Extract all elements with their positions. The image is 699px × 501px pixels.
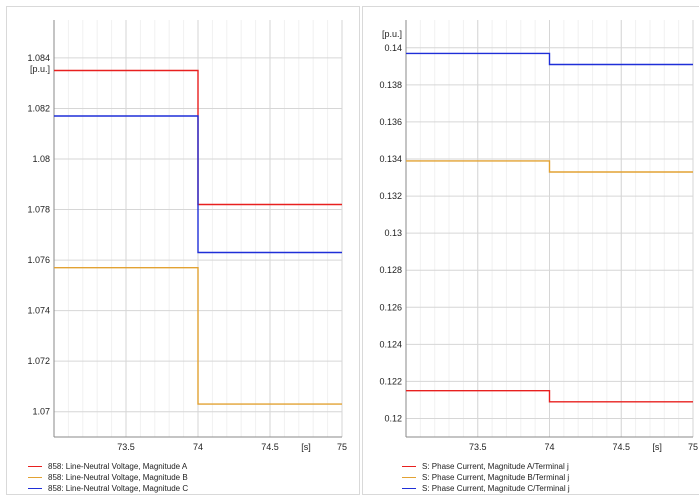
series-line-2 xyxy=(54,267,342,405)
legend-label: 858: Line-Neutral Voltage, Magnitude C xyxy=(48,484,189,493)
x-tick-label: 74.5 xyxy=(612,442,630,452)
legend-swatch xyxy=(402,477,416,478)
legend-item: 858: Line-Neutral Voltage, Magnitude C xyxy=(28,483,188,494)
legend-item: S: Phase Current, Magnitude C/Terminal j xyxy=(402,483,570,494)
legend-item: S: Phase Current, Magnitude B/Terminal j xyxy=(402,472,570,483)
legend-label: S: Phase Current, Magnitude B/Terminal j xyxy=(422,473,570,482)
y-tick-label: 0.14 xyxy=(384,43,402,53)
y-tick-label: 0.138 xyxy=(379,80,402,90)
series-line-1 xyxy=(406,390,693,403)
y-tick-label: 1.076 xyxy=(27,255,50,265)
y-tick-label: 0.136 xyxy=(379,117,402,127)
y-tick-label: 0.132 xyxy=(379,191,402,201)
series-line-2 xyxy=(406,160,693,173)
x-unit-label: [s] xyxy=(301,442,311,452)
x-tick-label: 74 xyxy=(193,442,203,452)
y-tick-label: 1.072 xyxy=(27,356,50,366)
y-tick-label: 1.084 xyxy=(27,53,50,63)
y-tick-label: 0.126 xyxy=(379,302,402,312)
legend-swatch xyxy=(28,488,42,489)
x-tick-label: 75 xyxy=(337,442,347,452)
legend-swatch xyxy=(28,466,42,467)
legend-swatch xyxy=(28,477,42,478)
series-line-3 xyxy=(406,52,693,66)
y-tick-label: 0.134 xyxy=(379,154,402,164)
x-tick-label: 75 xyxy=(688,442,698,452)
x-tick-label: 74.5 xyxy=(261,442,279,452)
y-tick-label: 1.08 xyxy=(32,154,50,164)
legend-label: S: Phase Current, Magnitude A/Terminal j xyxy=(422,462,569,471)
legend-item: S: Phase Current, Magnitude A/Terminal j xyxy=(402,461,570,472)
legend-label: 858: Line-Neutral Voltage, Magnitude B xyxy=(48,473,188,482)
legend-label: S: Phase Current, Magnitude C/Terminal j xyxy=(422,484,570,493)
y-unit-label: [p.u.] xyxy=(382,29,402,39)
legend-swatch xyxy=(402,466,416,467)
y-tick-label: 1.078 xyxy=(27,205,50,215)
x-tick-label: 73.5 xyxy=(117,442,135,452)
legend-swatch xyxy=(402,488,416,489)
series-line-3 xyxy=(54,115,342,254)
y-tick-label: 0.124 xyxy=(379,339,402,349)
y-tick-label: 1.07 xyxy=(32,407,50,417)
y-tick-label: 0.12 xyxy=(384,413,402,423)
voltage-legend: 858: Line-Neutral Voltage, Magnitude A 85… xyxy=(28,461,188,494)
legend-item: 858: Line-Neutral Voltage, Magnitude A xyxy=(28,461,188,472)
x-unit-label: [s] xyxy=(652,442,662,452)
y-tick-label: 1.082 xyxy=(27,103,50,113)
y-tick-label: 1.074 xyxy=(27,306,50,316)
x-tick-label: 73.5 xyxy=(469,442,487,452)
y-tick-label: 0.13 xyxy=(384,228,402,238)
x-tick-label: 74 xyxy=(544,442,554,452)
y-tick-label: 0.128 xyxy=(379,265,402,275)
legend-label: 858: Line-Neutral Voltage, Magnitude A xyxy=(48,462,188,471)
y-unit-label: [p.u.] xyxy=(30,64,50,74)
y-tick-label: 0.122 xyxy=(379,376,402,386)
current-legend: S: Phase Current, Magnitude A/Terminal j… xyxy=(402,461,570,494)
legend-item: 858: Line-Neutral Voltage, Magnitude B xyxy=(28,472,188,483)
